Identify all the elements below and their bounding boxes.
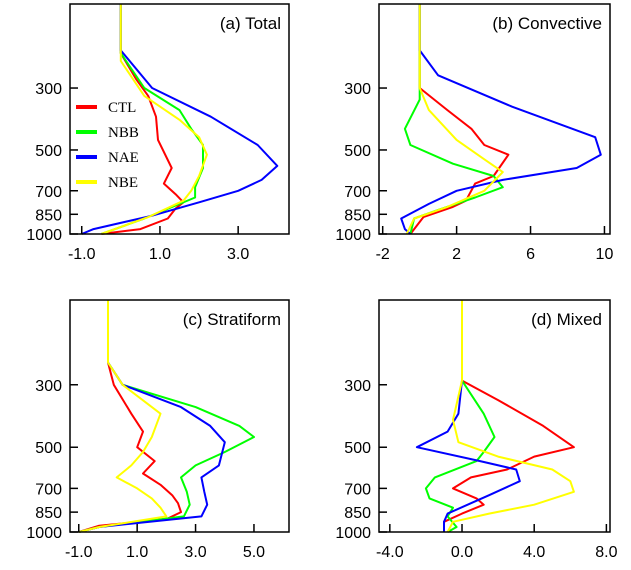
y-tick-label: 300	[344, 81, 371, 98]
x-tick-label: 10	[596, 246, 614, 263]
x-tick-label: -1.0	[68, 246, 96, 263]
panel-title: (d) Mixed	[531, 310, 602, 329]
series-line-ctl	[101, 4, 185, 235]
x-tick-label: -2	[376, 246, 390, 263]
y-tick-label: 500	[344, 143, 371, 160]
series-line-ctl	[443, 300, 575, 532]
x-tick-label: -1.0	[65, 544, 93, 561]
x-tick-label: 2	[452, 246, 461, 263]
series-line-nbb	[100, 4, 204, 235]
x-tick-label: 1.0	[149, 246, 171, 263]
x-tick-label: -4.0	[376, 544, 404, 561]
series-line-ctl	[78, 300, 182, 533]
chart-panel-1: 300 500 700 850 1000 -1.0 1.0 3.0 (a) Total CTL NB…	[26, 3, 290, 263]
y-tick-label: 300	[344, 378, 371, 395]
x-tick-label: 1.0	[126, 544, 148, 561]
y-tick-label: 500	[35, 143, 62, 160]
y-tick-label: 700	[344, 184, 371, 201]
y-tick-label: 850	[344, 207, 371, 224]
y-tick-label: 1000	[335, 525, 371, 542]
y-tick-label: 700	[35, 184, 62, 201]
y-tick-label: 850	[35, 207, 62, 224]
series-line-nbe	[446, 300, 575, 533]
series-line-nbb	[78, 300, 255, 533]
y-tick-label: 850	[35, 505, 62, 522]
series-line-nae	[81, 4, 279, 235]
x-tick-label: 3.0	[184, 544, 206, 561]
x-tick-label: 3.0	[227, 246, 249, 263]
series-line-nbe	[78, 300, 168, 533]
series-line-nae	[400, 4, 602, 235]
series-line-nae	[415, 300, 521, 532]
y-tick-label: 1000	[26, 525, 62, 542]
legend: CTL NBB NAE NBE	[76, 100, 139, 191]
x-tick-label: 8.0	[595, 544, 617, 561]
y-tick-label: 500	[35, 440, 62, 457]
y-tick-label: 700	[344, 481, 371, 498]
series-line-nbe	[405, 4, 504, 235]
panel-title: (b) Convective	[492, 14, 602, 33]
x-tick-label: 0.0	[451, 544, 473, 561]
legend-label-nae: NAE	[108, 150, 139, 166]
y-tick-label: 850	[344, 505, 371, 522]
plot-frame	[69, 3, 290, 235]
legend-label-nbe: NBE	[108, 175, 138, 191]
legend-label-nbb: NBB	[108, 125, 139, 141]
x-tick-label: 6	[526, 246, 535, 263]
chart-panel-2: 300 500 700 850 1000 -2 2 6 10 (b) Convective	[335, 3, 614, 263]
plot-frame	[378, 299, 611, 533]
panel-title: (c) Stratiform	[183, 310, 281, 329]
y-tick-label: 700	[35, 481, 62, 498]
chart-panel-4: 300 500 700 850 1000 -4.0 0.0 4.0 8.0 (d) Mixed	[335, 299, 618, 561]
y-tick-label: 300	[35, 81, 62, 98]
plot-frame	[69, 299, 290, 533]
plot-frame	[378, 3, 611, 235]
y-tick-label: 1000	[26, 227, 62, 244]
panel-title: (a) Total	[220, 14, 281, 33]
series-line-ctl	[409, 4, 510, 235]
x-tick-label: 5.0	[243, 544, 265, 561]
chart-panel-3: 300 500 700 850 1000-1.0 1.0 3.0 5.0 (c) Stratif…	[26, 299, 290, 561]
y-tick-label: 500	[344, 440, 371, 457]
y-tick-label: 300	[35, 378, 62, 395]
legend-label-ctl: CTL	[108, 100, 136, 116]
series-line-nbb	[424, 300, 496, 533]
series-line-nbe	[100, 4, 208, 235]
y-tick-label: 1000	[335, 227, 371, 244]
x-tick-label: 4.0	[523, 544, 545, 561]
